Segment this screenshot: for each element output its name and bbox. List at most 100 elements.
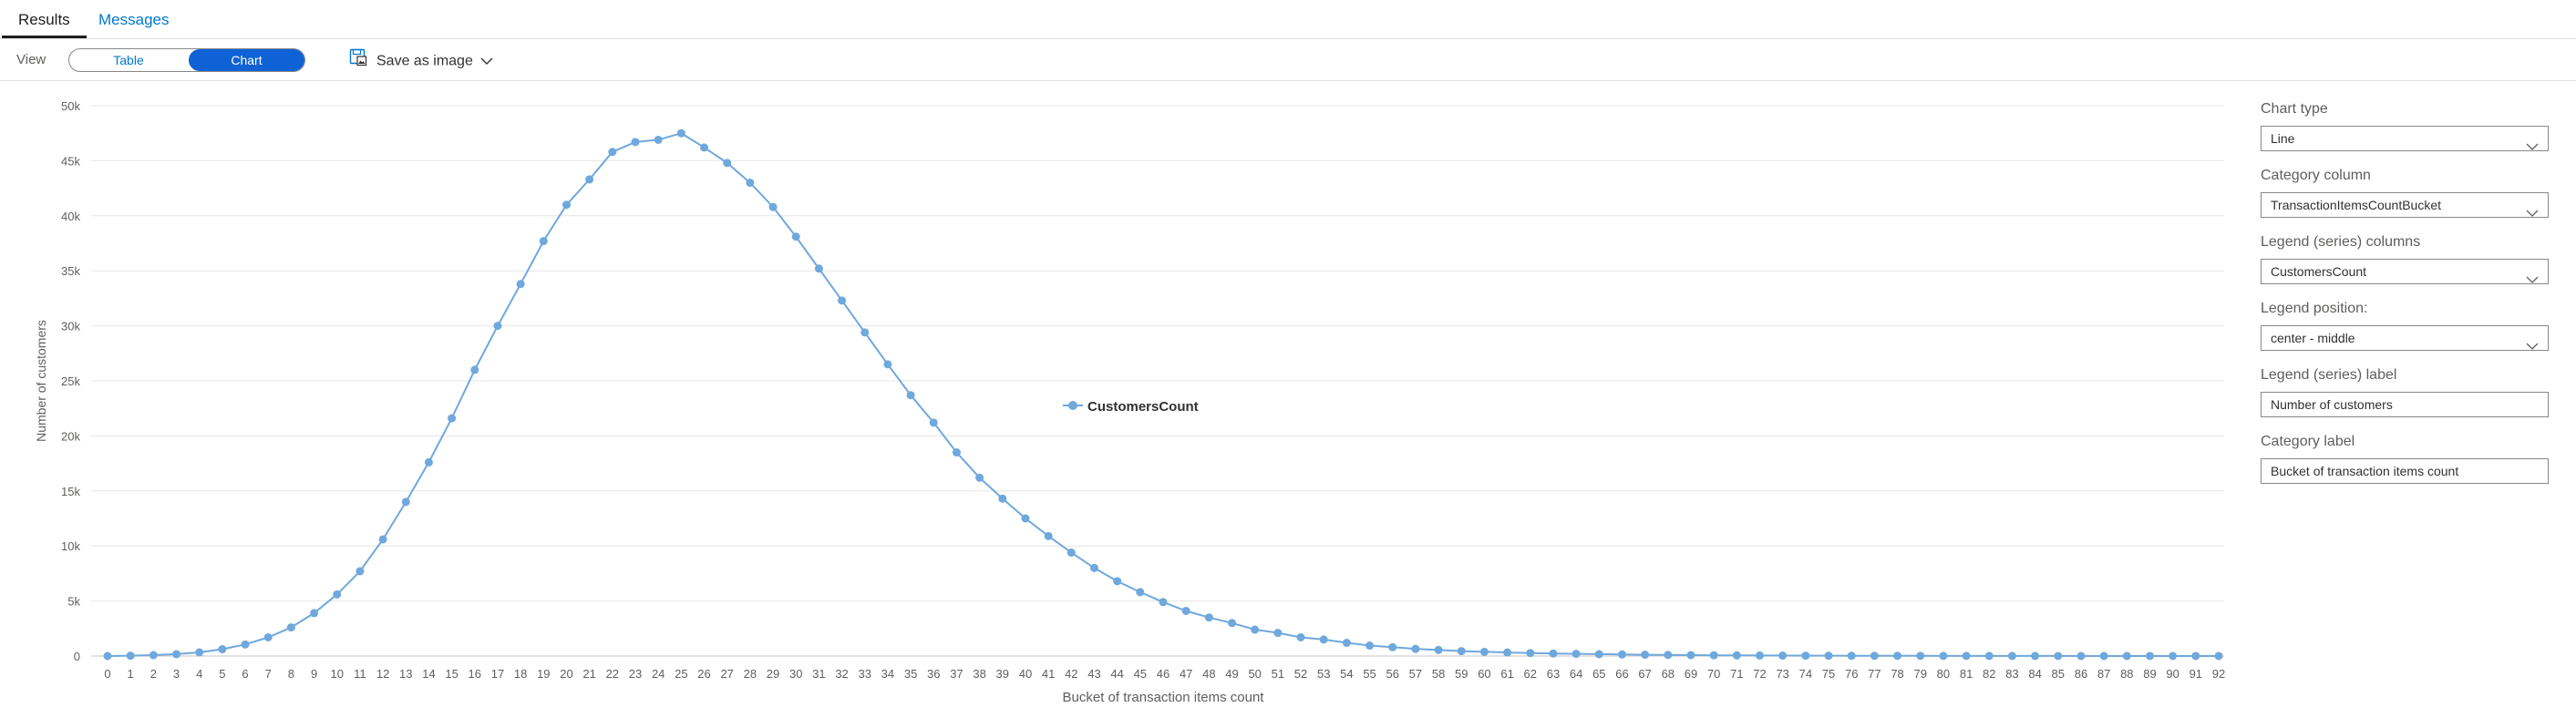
data-point[interactable] xyxy=(1181,606,1190,615)
data-point[interactable] xyxy=(1571,650,1581,659)
data-point[interactable] xyxy=(493,322,502,331)
data-point[interactable] xyxy=(1204,613,1213,622)
data-point[interactable] xyxy=(654,135,663,144)
data-point[interactable] xyxy=(952,448,961,457)
data-point[interactable] xyxy=(1479,647,1489,656)
category-label-input[interactable]: Bucket of transaction items count xyxy=(2261,458,2549,484)
data-point[interactable] xyxy=(1824,651,1833,661)
data-point[interactable] xyxy=(860,328,870,337)
chart-view-button[interactable]: Chart xyxy=(189,49,304,71)
chart-type-dropdown[interactable]: Line xyxy=(2261,126,2549,151)
data-point[interactable] xyxy=(2054,651,2063,661)
data-point[interactable] xyxy=(838,296,847,305)
data-point[interactable] xyxy=(1549,649,1558,658)
data-point[interactable] xyxy=(1228,619,1237,628)
data-point[interactable] xyxy=(723,159,732,168)
tab-results[interactable]: Results xyxy=(2,0,87,38)
data-point[interactable] xyxy=(263,632,273,641)
data-point[interactable] xyxy=(103,651,112,661)
data-point[interactable] xyxy=(2007,651,2016,661)
data-point[interactable] xyxy=(2076,651,2086,661)
data-point[interactable] xyxy=(539,237,548,246)
data-point[interactable] xyxy=(608,148,617,157)
data-point[interactable] xyxy=(975,473,984,482)
data-point[interactable] xyxy=(1342,639,1351,648)
legend-position-dropdown[interactable]: center - middle xyxy=(2261,325,2549,351)
data-point[interactable] xyxy=(1664,651,1673,660)
data-point[interactable] xyxy=(470,365,479,374)
data-point[interactable] xyxy=(1617,650,1626,659)
data-point[interactable] xyxy=(1893,651,1902,661)
data-point[interactable] xyxy=(746,179,755,188)
data-point[interactable] xyxy=(1962,651,1971,661)
legend-columns-dropdown[interactable]: CustomersCount xyxy=(2261,259,2549,284)
data-point[interactable] xyxy=(1388,642,1397,651)
data-point[interactable] xyxy=(424,457,433,467)
data-point[interactable] xyxy=(768,202,778,211)
data-point[interactable] xyxy=(1870,651,1879,661)
data-point[interactable] xyxy=(286,623,295,632)
data-point[interactable] xyxy=(1159,598,1168,607)
data-point[interactable] xyxy=(1296,632,1305,641)
data-point[interactable] xyxy=(562,200,571,210)
data-point[interactable] xyxy=(1044,531,1053,540)
data-point[interactable] xyxy=(1457,647,1466,656)
table-view-button[interactable]: Table xyxy=(113,53,144,67)
data-point[interactable] xyxy=(906,391,915,400)
data-point[interactable] xyxy=(1939,651,1948,661)
data-point[interactable] xyxy=(1916,651,1925,661)
data-point[interactable] xyxy=(195,648,204,657)
data-point[interactable] xyxy=(1021,514,1030,523)
data-point[interactable] xyxy=(2099,651,2108,661)
data-point[interactable] xyxy=(1984,651,1994,661)
legend-label-input[interactable]: Number of customers xyxy=(2261,392,2549,417)
data-point[interactable] xyxy=(448,414,457,423)
data-point[interactable] xyxy=(929,418,938,427)
data-point[interactable] xyxy=(1709,651,1718,660)
category-column-dropdown[interactable]: TransactionItemsCountBucket xyxy=(2261,192,2549,218)
data-point[interactable] xyxy=(1801,651,1810,661)
data-point[interactable] xyxy=(700,143,709,152)
data-point[interactable] xyxy=(1136,588,1145,597)
data-point[interactable] xyxy=(1732,651,1741,660)
data-point[interactable] xyxy=(883,360,892,369)
data-point[interactable] xyxy=(998,494,1007,503)
data-point[interactable] xyxy=(378,535,387,544)
data-point[interactable] xyxy=(791,232,800,241)
data-point[interactable] xyxy=(241,640,250,649)
data-point[interactable] xyxy=(2031,651,2040,661)
data-point[interactable] xyxy=(355,567,365,576)
data-point[interactable] xyxy=(2169,651,2178,661)
data-point[interactable] xyxy=(631,138,640,147)
data-point[interactable] xyxy=(676,128,685,138)
data-point[interactable] xyxy=(1594,650,1603,659)
data-point[interactable] xyxy=(172,650,181,659)
data-point[interactable] xyxy=(1319,635,1328,644)
data-point[interactable] xyxy=(2214,651,2223,661)
data-point[interactable] xyxy=(2191,651,2200,661)
data-point[interactable] xyxy=(1434,645,1443,654)
data-point[interactable] xyxy=(401,497,410,507)
save-as-image-button[interactable]: Save as image xyxy=(349,48,493,72)
data-point[interactable] xyxy=(2145,651,2154,661)
data-point[interactable] xyxy=(1273,629,1283,638)
data-point[interactable] xyxy=(333,590,342,599)
data-point[interactable] xyxy=(1411,644,1420,653)
data-point[interactable] xyxy=(218,645,227,654)
data-point[interactable] xyxy=(585,175,594,184)
data-point[interactable] xyxy=(1365,641,1375,651)
data-point[interactable] xyxy=(1251,625,1260,634)
data-point[interactable] xyxy=(1641,651,1650,660)
data-point[interactable] xyxy=(2122,651,2131,661)
data-point[interactable] xyxy=(149,651,158,660)
data-point[interactable] xyxy=(1526,649,1535,658)
data-point[interactable] xyxy=(1066,548,1076,557)
data-point[interactable] xyxy=(516,280,525,289)
data-point[interactable] xyxy=(1756,651,1765,660)
data-point[interactable] xyxy=(1089,563,1098,572)
data-point[interactable] xyxy=(1113,577,1122,586)
data-point[interactable] xyxy=(1847,651,1856,661)
data-point[interactable] xyxy=(1686,651,1695,660)
tab-messages[interactable]: Messages xyxy=(98,11,170,28)
data-point[interactable] xyxy=(126,651,135,661)
